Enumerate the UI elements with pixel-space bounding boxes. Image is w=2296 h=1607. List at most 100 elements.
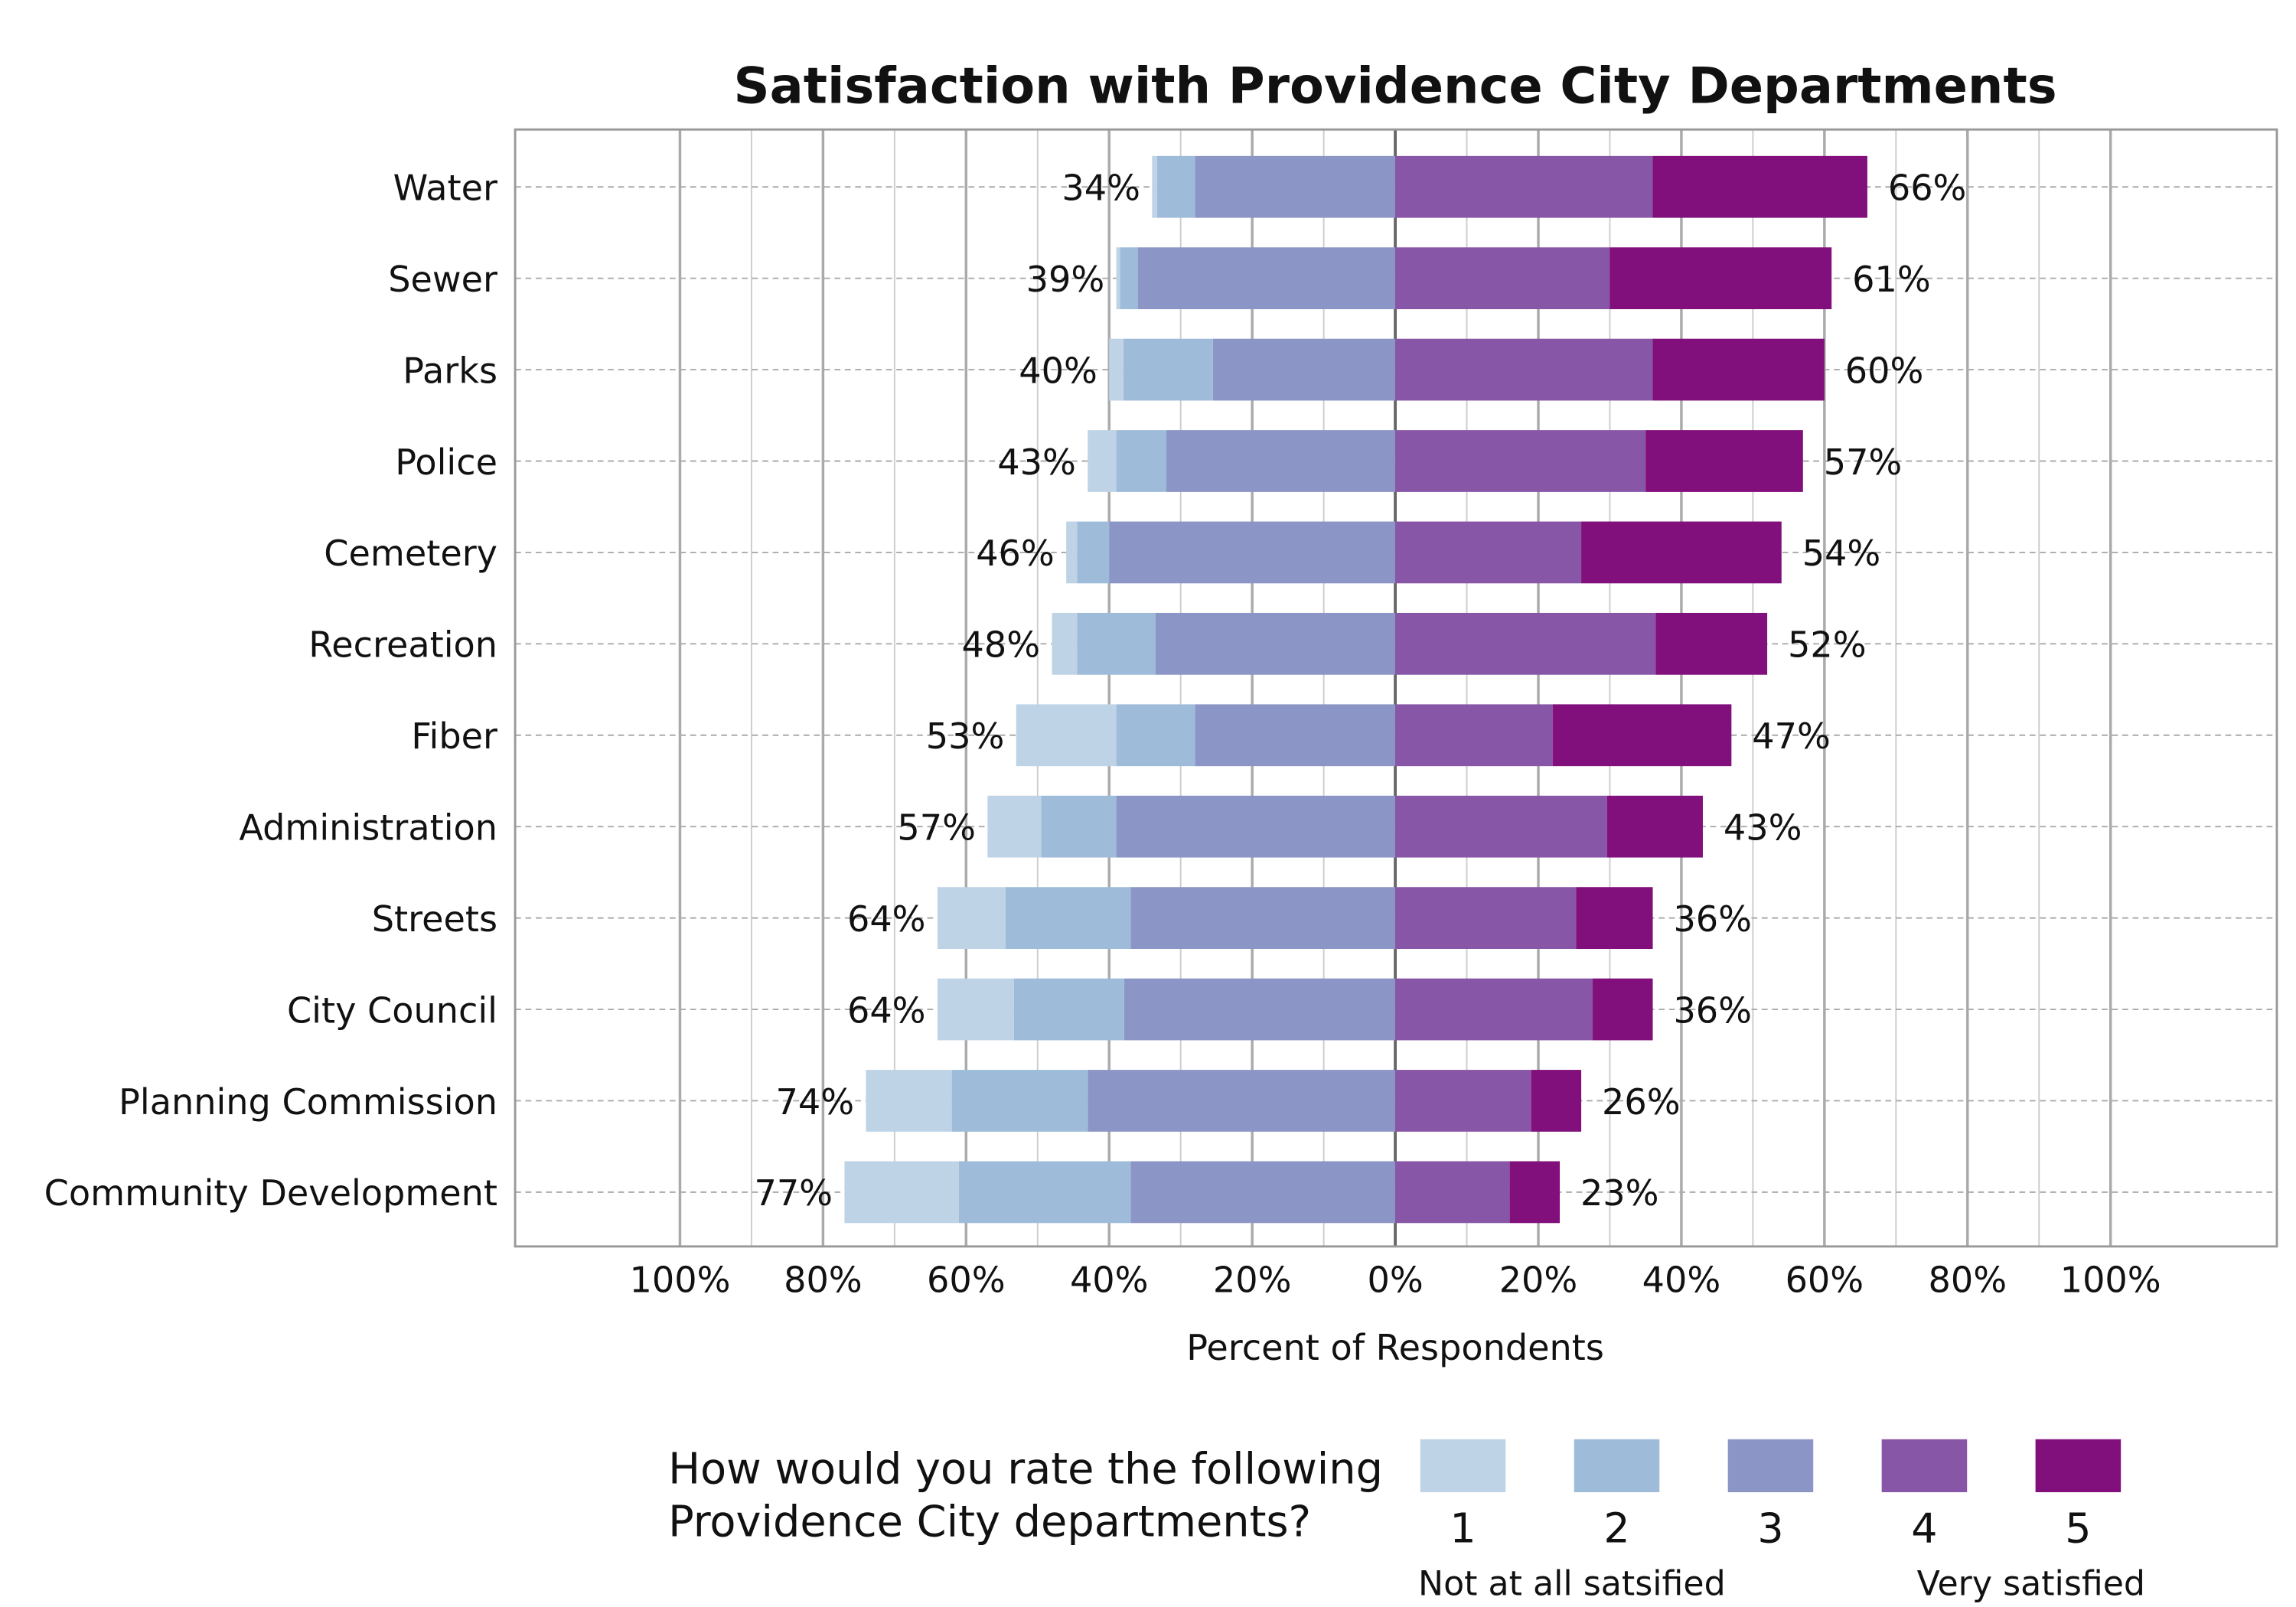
negative-total-label: 34% [1062, 168, 1140, 209]
bar-segment-1 [1116, 247, 1120, 310]
bar-segment-3 [1088, 1070, 1396, 1132]
bar-segment-1 [1066, 521, 1078, 584]
data-labels: 34% 66% 39% 61% 40% 60% 43% 57% 46% 54% 48% 52% 53% 4… [754, 168, 1966, 1214]
legend-label: 1 [1450, 1504, 1476, 1552]
bar-segment-3 [1155, 612, 1396, 675]
bar-segment-5 [1552, 704, 1732, 767]
legend-swatch-3 [1727, 1439, 1814, 1492]
bar-segment-4 [1395, 521, 1582, 584]
legend-swatch-5 [2035, 1439, 2122, 1492]
bar-segment-5 [1531, 1070, 1582, 1132]
x-tick-label: 80% [784, 1259, 863, 1300]
bar-segment-5 [1576, 887, 1653, 949]
bar-segment-1 [1088, 430, 1117, 492]
negative-total-label: 77% [754, 1172, 833, 1214]
bar-segment-4 [1395, 247, 1610, 310]
legend-swatch-4 [1881, 1439, 1968, 1492]
category-label: Fiber [411, 715, 497, 757]
bar-segment-3 [1116, 795, 1396, 858]
x-tick-label: 100% [2060, 1259, 2161, 1300]
bar-segment-1 [1052, 612, 1078, 675]
legend-title-line-2: Providence City departments? [668, 1498, 1311, 1547]
bar-segment-1 [937, 887, 1006, 949]
x-tick-label: 100% [630, 1259, 731, 1300]
positive-total-label: 47% [1752, 715, 1831, 757]
bar-segment-4 [1395, 704, 1553, 767]
bar-segment-2 [1116, 430, 1167, 492]
legend-swatch-2 [1574, 1439, 1660, 1492]
bar-segment-1 [1109, 338, 1124, 401]
legend-high-label: Very satisfied [1917, 1565, 2145, 1604]
bar-segment-3 [1137, 247, 1396, 310]
positive-total-label: 61% [1852, 259, 1931, 300]
positive-total-label: 36% [1673, 989, 1752, 1031]
negative-total-label: 43% [997, 442, 1076, 483]
positive-total-label: 60% [1845, 350, 1924, 391]
legend-low-label: Not at all satsified [1418, 1565, 1726, 1604]
x-tick-label: 20% [1499, 1259, 1578, 1300]
bar-segment-4 [1395, 612, 1656, 675]
bar-segment-3 [1130, 1161, 1396, 1224]
bar-segment-4 [1395, 1161, 1510, 1224]
legend-label: 2 [1603, 1504, 1629, 1552]
negative-total-label: 39% [1026, 259, 1105, 300]
bar-segment-3 [1195, 155, 1396, 218]
positive-total-label: 54% [1802, 533, 1881, 574]
bar-segment-1 [937, 978, 1014, 1041]
bar-segment-3 [1109, 521, 1396, 584]
bar-segment-5 [1645, 430, 1803, 492]
bar-segment-4 [1395, 338, 1653, 401]
negative-total-label: 40% [1019, 350, 1097, 391]
bar-segment-3 [1166, 430, 1396, 492]
category-label: Police [395, 442, 497, 483]
bar-segment-3 [1130, 887, 1396, 949]
positive-total-label: 52% [1788, 624, 1867, 666]
bar-segment-1 [1016, 704, 1117, 767]
x-tick-labels: 100% 80% 60% 40% 20% 0% 20% 40% 60% 80% 100% [630, 1259, 2161, 1300]
category-label: Parks [403, 350, 497, 391]
bar-segment-5 [1509, 1161, 1561, 1224]
category-label: City Council [287, 989, 497, 1031]
category-label: Recreation [308, 624, 497, 666]
plot-frame [514, 128, 2278, 1248]
negative-total-label: 57% [897, 807, 976, 849]
category-label: Administration [239, 807, 497, 849]
x-tick-label: 80% [1928, 1259, 2007, 1300]
bar-segment-2 [951, 1070, 1088, 1132]
legend-label: 5 [2065, 1504, 2091, 1552]
bar-segment-3 [1124, 978, 1396, 1041]
bar-segment-4 [1395, 795, 1607, 858]
negative-total-label: 46% [976, 533, 1055, 574]
bar-segment-2 [1013, 978, 1124, 1041]
x-tick-label: 60% [927, 1259, 1006, 1300]
bar-segment-4 [1395, 430, 1646, 492]
bar-segment-2 [1005, 887, 1131, 949]
legend: How would you rate the following Provide… [668, 1439, 2145, 1604]
positive-total-label: 36% [1673, 898, 1752, 940]
bar-segment-1 [866, 1070, 952, 1132]
category-label: Cemetery [324, 533, 497, 574]
bar-segment-5 [1609, 247, 1832, 310]
x-tick-label: 20% [1213, 1259, 1292, 1300]
x-tick-label: 40% [1642, 1259, 1721, 1300]
bar-segment-5 [1652, 338, 1825, 401]
bar-segment-5 [1652, 155, 1867, 218]
category-label: Community Development [44, 1172, 497, 1214]
category-label: Planning Commission [119, 1081, 497, 1123]
bar-segment-4 [1395, 155, 1653, 218]
bar-segment-3 [1212, 338, 1396, 401]
x-axis-label: Percent of Respondents [1186, 1327, 1604, 1368]
chart-title: Satisfaction with Providence City Depart… [734, 57, 2057, 116]
negative-total-label: 74% [776, 1081, 855, 1123]
bar-segment-2 [1041, 795, 1117, 858]
bar-segment-2 [1116, 704, 1195, 767]
legend-title-line-1: How would you rate the following [668, 1444, 1383, 1494]
bar-segment-5 [1655, 612, 1768, 675]
bar-segment-2 [1156, 155, 1195, 218]
x-tick-label: 0% [1367, 1259, 1423, 1300]
bar-segment-1 [987, 795, 1042, 858]
bar-segment-5 [1593, 978, 1653, 1041]
positive-total-label: 23% [1580, 1172, 1659, 1214]
legend-label: 4 [1911, 1504, 1937, 1552]
